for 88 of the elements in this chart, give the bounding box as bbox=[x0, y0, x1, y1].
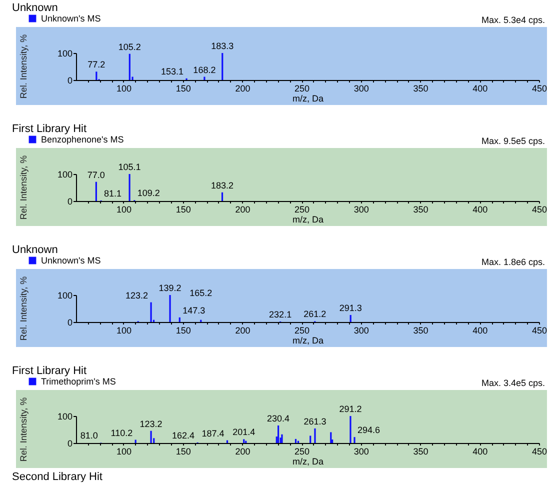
y-axis-title: Rel. Intensity, % bbox=[18, 155, 28, 220]
x-tick-label: 100 bbox=[116, 84, 132, 94]
y-axis-title: Rel. Intensity, % bbox=[18, 34, 28, 99]
y-tick-label: 0 bbox=[67, 318, 72, 328]
annotation: 81.0 bbox=[80, 430, 98, 441]
legend-label: Benzophenone's MS bbox=[41, 134, 124, 144]
annotation: 201.4 bbox=[232, 427, 256, 438]
y-tick-label: 0 bbox=[67, 438, 72, 448]
chart-title: First Library Hit bbox=[12, 123, 87, 135]
text: Max. 1.8e6 cps. bbox=[481, 257, 545, 267]
chart-title: First Library Hit bbox=[12, 365, 87, 377]
annotation: 291.3 bbox=[339, 302, 362, 313]
x-tick-label: 450 bbox=[532, 84, 548, 94]
legend-label: Unknown's MS bbox=[41, 256, 101, 266]
legend-label: Trimethoprim's MS bbox=[41, 376, 116, 386]
x-tick-label: 250 bbox=[294, 84, 310, 94]
x-tick-label: 400 bbox=[472, 326, 488, 336]
annotation: 232.1 bbox=[269, 309, 292, 320]
x-tick-label: 150 bbox=[176, 446, 191, 456]
x-tick-label: 100 bbox=[116, 446, 132, 456]
x-tick-label: 350 bbox=[413, 84, 428, 94]
x-tick-label: 200 bbox=[235, 446, 250, 456]
y-axis-title: Rel. Intensity, % bbox=[18, 276, 28, 341]
annotation: 165.2 bbox=[190, 288, 212, 298]
y-tick-label: 100 bbox=[57, 290, 72, 300]
y-tick-label: 0 bbox=[67, 196, 72, 206]
x-tick-label: 200 bbox=[235, 326, 250, 336]
x-tick-label: 200 bbox=[235, 204, 250, 214]
x-tick-label: 100 bbox=[116, 326, 132, 336]
x-axis-title: m/z, Da bbox=[292, 336, 324, 346]
legend-label: Unknown's MS bbox=[41, 14, 101, 24]
x-tick-label: 150 bbox=[176, 326, 191, 336]
x-tick-label: 350 bbox=[413, 326, 428, 336]
x-axis-title: m/z, Da bbox=[292, 214, 324, 224]
annotation: 183.3 bbox=[211, 41, 234, 51]
y-tick-label: 0 bbox=[67, 76, 72, 86]
annotation: 123.2 bbox=[140, 418, 162, 429]
x-tick-label: 300 bbox=[354, 204, 369, 214]
annotation: 110.2 bbox=[110, 428, 133, 438]
text: Max. 5.3e4 cps. bbox=[481, 15, 545, 25]
annotation: 105.2 bbox=[118, 42, 141, 52]
x-tick-label: 250 bbox=[294, 204, 310, 214]
y-tick-label: 100 bbox=[57, 412, 72, 422]
annotation: 109.2 bbox=[137, 188, 160, 198]
x-tick-label: 300 bbox=[354, 84, 369, 94]
chart-title: Unknown bbox=[12, 244, 58, 256]
x-tick-label: 400 bbox=[472, 204, 488, 214]
chart-title: Unknown bbox=[12, 2, 58, 14]
annotation: 81.1 bbox=[104, 188, 122, 198]
annotation: 183.2 bbox=[210, 180, 234, 190]
y-axis-title: Rel. Intensity, % bbox=[18, 397, 28, 462]
annotation: 147.3 bbox=[182, 305, 206, 316]
x-tick-label: 450 bbox=[532, 204, 548, 214]
annotation: 123.2 bbox=[126, 290, 148, 300]
annotation: 139.2 bbox=[158, 283, 182, 293]
annotation: 230.4 bbox=[267, 413, 290, 424]
x-tick-label: 450 bbox=[532, 446, 548, 456]
x-tick-label: 450 bbox=[532, 326, 548, 336]
x-tick-label: 350 bbox=[413, 204, 428, 214]
x-tick-label: 200 bbox=[235, 84, 250, 94]
x-tick-label: 250 bbox=[294, 446, 310, 456]
annotation: 105.1 bbox=[118, 162, 141, 172]
text: Second Library Hit bbox=[12, 471, 102, 483]
x-tick-label: 250 bbox=[294, 326, 310, 336]
annotation: 168.2 bbox=[193, 64, 216, 75]
y-tick-label: 100 bbox=[57, 170, 72, 180]
annotation: 187.4 bbox=[202, 428, 224, 438]
x-tick-label: 400 bbox=[472, 446, 488, 456]
text: Max. 3.4e5 cps. bbox=[481, 378, 545, 388]
y-tick-label: 100 bbox=[57, 48, 72, 58]
annotation: 77.0 bbox=[87, 170, 105, 180]
x-tick-label: 150 bbox=[176, 204, 191, 214]
annotation: 294.6 bbox=[358, 425, 380, 436]
x-axis-title: m/z, Da bbox=[292, 456, 324, 466]
x-tick-label: 100 bbox=[116, 204, 132, 214]
annotation: 261.3 bbox=[304, 416, 326, 426]
x-tick-label: 400 bbox=[472, 84, 488, 94]
annotation: 77.2 bbox=[88, 60, 106, 70]
text: Max. 9.5e5 cps. bbox=[481, 136, 545, 146]
annotation: 291.2 bbox=[339, 404, 362, 414]
annotation: 162.4 bbox=[172, 430, 195, 440]
x-axis-title: m/z, Da bbox=[292, 94, 324, 104]
annotation: 261.2 bbox=[304, 309, 326, 320]
x-tick-label: 150 bbox=[176, 84, 191, 94]
x-tick-label: 300 bbox=[354, 446, 369, 456]
x-tick-label: 300 bbox=[354, 326, 369, 336]
annotation: 153.1 bbox=[160, 66, 184, 76]
x-tick-label: 350 bbox=[413, 446, 428, 456]
